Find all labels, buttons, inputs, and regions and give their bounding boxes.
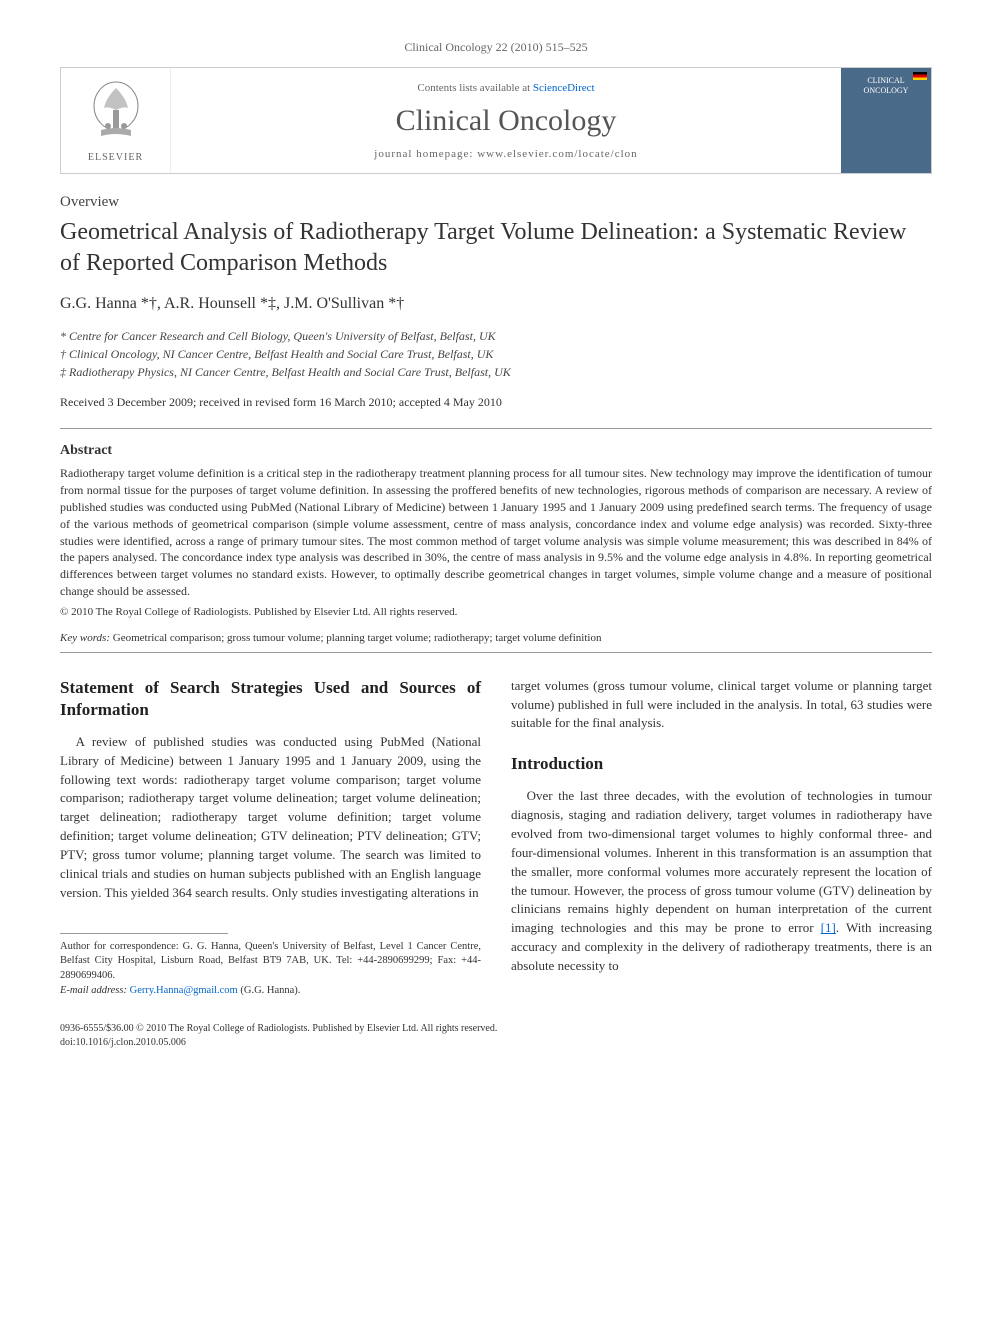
homepage-line: journal homepage: www.elsevier.com/locat… [191, 148, 821, 160]
divider [60, 652, 932, 653]
reference-link-1[interactable]: [1] [821, 920, 836, 935]
email-suffix: (G.G. Hanna). [238, 985, 301, 996]
keywords: Key words: Geometrical comparison; gross… [60, 632, 932, 644]
journal-reference: Clinical Oncology 22 (2010) 515–525 [60, 40, 932, 55]
column-right: target volumes (gross tumour volume, cli… [511, 677, 932, 999]
homepage-prefix: journal homepage: [374, 148, 477, 160]
footnote-rule [60, 933, 228, 934]
article-dates: Received 3 December 2009; received in re… [60, 395, 932, 410]
sciencedirect-link[interactable]: ScienceDirect [533, 82, 595, 94]
header-center: Contents lists available at ScienceDirec… [171, 68, 841, 173]
abstract-copyright: © 2010 The Royal College of Radiologists… [60, 606, 932, 618]
journal-header: ELSEVIER Contents lists available at Sci… [60, 67, 932, 174]
contents-prefix: Contents lists available at [417, 82, 532, 94]
affiliation-2: † Clinical Oncology, NI Cancer Centre, B… [60, 345, 932, 363]
divider [60, 428, 932, 429]
homepage-url: www.elsevier.com/locate/clon [477, 148, 637, 160]
elsevier-tree-icon [86, 78, 146, 148]
correspondence-footnote: Author for correspondence: G. G. Hanna, … [60, 940, 481, 999]
flag-icon [913, 72, 927, 80]
abstract-text: Radiotherapy target volume definition is… [60, 465, 932, 599]
journal-name: Clinical Oncology [191, 104, 821, 138]
intro-para: Over the last three decades, with the ev… [511, 787, 932, 975]
affiliation-1: * Centre for Cancer Research and Cell Bi… [60, 327, 932, 345]
affiliations: * Centre for Cancer Research and Cell Bi… [60, 327, 932, 381]
intro-text-1: Over the last three decades, with the ev… [511, 788, 932, 935]
publisher-logo-block: ELSEVIER [61, 68, 171, 173]
affiliation-3: ‡ Radiotherapy Physics, NI Cancer Centre… [60, 363, 932, 381]
correspondence-text: Author for correspondence: G. G. Hanna, … [60, 940, 481, 984]
email-link[interactable]: Gerry.Hanna@gmail.com [130, 985, 238, 996]
email-label: E-mail address: [60, 985, 130, 996]
article-type: Overview [60, 194, 932, 211]
keywords-text: Geometrical comparison; gross tumour vol… [110, 632, 601, 644]
introduction-heading: Introduction [511, 753, 932, 775]
footer-line-1: 0936-6555/$36.00 © 2010 The Royal Colleg… [60, 1022, 932, 1036]
page-footer: 0936-6555/$36.00 © 2010 The Royal Colleg… [60, 1022, 932, 1050]
cover-label-2: ONCOLOGY [864, 86, 909, 96]
footer-line-2: doi:10.1016/j.clon.2010.05.006 [60, 1036, 932, 1050]
journal-cover-thumb: CLINICAL ONCOLOGY [841, 68, 931, 173]
column-left: Statement of Search Strategies Used and … [60, 677, 481, 999]
contents-available-line: Contents lists available at ScienceDirec… [191, 82, 821, 94]
cover-label-1: CLINICAL [867, 76, 904, 86]
search-para: A review of published studies was conduc… [60, 733, 481, 903]
body-columns: Statement of Search Strategies Used and … [60, 677, 932, 999]
abstract-heading: Abstract [60, 443, 932, 459]
email-line: E-mail address: Gerry.Hanna@gmail.com (G… [60, 984, 481, 999]
article-title: Geometrical Analysis of Radiotherapy Tar… [60, 217, 932, 279]
search-para-continued: target volumes (gross tumour volume, cli… [511, 677, 932, 734]
authors: G.G. Hanna *†, A.R. Hounsell *‡, J.M. O'… [60, 295, 932, 313]
keywords-label: Key words: [60, 632, 110, 644]
publisher-label: ELSEVIER [88, 152, 143, 163]
search-strategies-heading: Statement of Search Strategies Used and … [60, 677, 481, 721]
